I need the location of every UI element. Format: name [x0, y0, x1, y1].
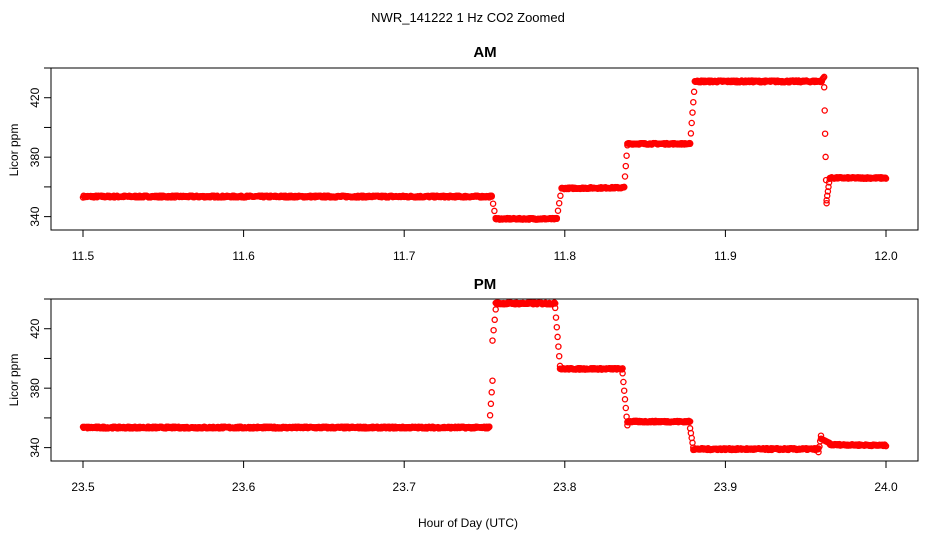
panel-pm-points — [79, 299, 890, 456]
panel-am: AM Licor ppm 11.5 11.6 11.7 11.8 11.9 12.0 340… — [7, 44, 919, 263]
x-tick-label: 11.8 — [554, 249, 577, 263]
data-point — [555, 352, 563, 360]
panel-am-title: AM — [473, 44, 496, 61]
data-point — [686, 140, 694, 148]
data-point — [621, 396, 629, 403]
data-point — [823, 192, 831, 200]
chart-title: NWR_141222 1 Hz CO2 Zoomed — [371, 10, 565, 25]
data-point — [486, 423, 493, 431]
data-point — [690, 98, 697, 106]
data-point — [489, 337, 496, 344]
data-point — [822, 153, 829, 161]
data-point — [820, 84, 828, 91]
data-point — [623, 152, 630, 159]
data-point — [686, 418, 694, 425]
x-tick-label: 11.7 — [393, 249, 416, 263]
y-tick-label: 340 — [28, 206, 42, 226]
data-point — [882, 175, 890, 182]
panel-pm-axes: 23.5 23.6 23.7 23.8 23.9 24.0 340 380 420 — [28, 298, 898, 494]
data-point — [689, 109, 696, 116]
y-tick-label: 340 — [28, 437, 42, 457]
data-point — [557, 192, 564, 200]
data-point — [555, 199, 563, 207]
data-point — [619, 370, 626, 377]
panel-pm: PM Licor ppm 23.5 23.6 23.7 23.8 23.9 24.0 340… — [7, 276, 919, 494]
panel-pm-y-axis-label: Licor ppm — [7, 354, 21, 407]
data-point — [488, 193, 495, 200]
data-point — [820, 73, 828, 81]
x-tick-label: 11.6 — [232, 249, 255, 263]
panel-pm-title: PM — [474, 276, 497, 293]
x-tick-label: 23.6 — [232, 480, 256, 494]
data-point — [486, 412, 494, 419]
data-point — [620, 183, 628, 191]
x-axis-label: Hour of Day (UTC) — [418, 516, 518, 530]
data-point — [882, 442, 890, 450]
data-point — [553, 214, 561, 222]
data-point — [687, 130, 695, 137]
data-point — [821, 130, 829, 137]
y-tick-label: 420 — [28, 87, 42, 107]
data-point — [551, 300, 559, 307]
data-point — [488, 389, 495, 396]
y-tick-label: 380 — [28, 147, 42, 167]
data-point — [554, 207, 562, 214]
data-point — [491, 207, 498, 215]
x-tick-label: 11.5 — [72, 249, 95, 263]
data-point — [553, 323, 561, 331]
data-point — [690, 88, 698, 96]
data-point — [489, 200, 497, 207]
data-point — [620, 387, 628, 394]
x-tick-label: 24.0 — [874, 480, 898, 494]
panel-am-points — [79, 73, 890, 223]
y-tick-label: 380 — [28, 378, 42, 398]
y-tick-label: 420 — [28, 318, 42, 338]
data-point — [552, 314, 560, 321]
x-tick-label: 12.0 — [874, 249, 898, 263]
x-tick-label: 23.8 — [553, 480, 577, 494]
data-point — [492, 306, 499, 313]
data-point — [823, 199, 830, 207]
data-point — [491, 316, 498, 324]
data-point — [622, 404, 630, 412]
data-point — [622, 162, 630, 170]
data-point — [555, 343, 562, 350]
data-point — [620, 378, 627, 386]
x-tick-label: 23.5 — [71, 480, 95, 494]
x-tick-label: 23.7 — [393, 480, 417, 494]
panel-pm-frame — [50, 298, 919, 462]
panel-am-frame — [50, 67, 919, 231]
data-point — [688, 119, 695, 127]
panel-am-axes: 11.5 11.6 11.7 11.8 11.9 12.0 340 380 420 — [28, 67, 898, 263]
x-tick-label: 23.9 — [714, 480, 738, 494]
data-point — [489, 377, 496, 384]
data-point — [621, 173, 629, 180]
data-point — [490, 326, 497, 334]
x-tick-label: 11.9 — [714, 249, 737, 263]
data-point — [821, 107, 828, 114]
panel-am-y-axis-label: Licor ppm — [7, 124, 21, 177]
data-point — [487, 400, 495, 408]
data-point — [551, 304, 559, 312]
data-point — [554, 333, 561, 341]
